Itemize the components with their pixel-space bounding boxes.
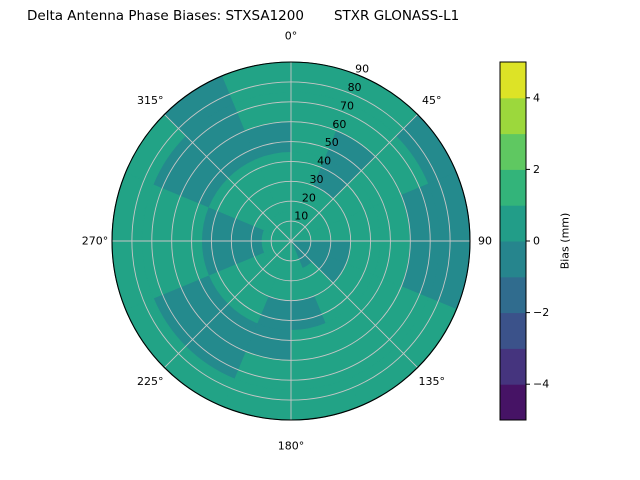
radial-tick-label: 90 xyxy=(355,63,369,76)
radial-tick-label: 70 xyxy=(340,99,354,112)
colorbar-label: Bias (mm) xyxy=(559,213,572,270)
polar-outline xyxy=(111,61,471,421)
colorbar-tick-label: −4 xyxy=(533,378,549,391)
title-right: STXR GLONASS-L1 xyxy=(333,8,460,24)
polar-grid-spoke xyxy=(164,240,292,368)
radial-tick-label: 80 xyxy=(348,81,362,94)
colorbar-band xyxy=(500,276,526,314)
angle-tick-label: 270° xyxy=(82,235,109,248)
angle-tick-label: 135° xyxy=(418,375,445,388)
angle-tick-label: 0° xyxy=(285,30,298,43)
colorbar-band xyxy=(500,241,526,278)
radial-tick-label: 20 xyxy=(302,191,316,204)
title-left: Delta Antenna Phase Biases: STXSA1200 xyxy=(27,8,304,24)
colorbar-band xyxy=(500,384,526,421)
figure-title: Delta Antenna Phase Biases: STXSA1200 ST… xyxy=(27,8,459,24)
colorbar-tick-label: 4 xyxy=(533,91,540,104)
colorbar-tick-label: 2 xyxy=(533,163,540,176)
radial-tick-label: 40 xyxy=(317,155,331,168)
colorbar-band xyxy=(500,169,526,206)
polar-grid-spoke xyxy=(164,114,292,242)
angle-tick-label: 180° xyxy=(278,440,305,453)
colorbar-tick-label: −2 xyxy=(533,306,549,319)
radial-tick-label: 50 xyxy=(325,136,339,149)
polar-grid-spoke xyxy=(290,240,418,368)
radial-tick-label: 60 xyxy=(332,118,346,131)
angle-tick-label: 315° xyxy=(137,94,164,107)
radial-tick-label: 30 xyxy=(310,173,324,186)
colorbar-band xyxy=(500,348,526,385)
angle-tick-label: 90 xyxy=(478,235,492,248)
colorbar-band xyxy=(500,205,526,242)
colorbar-band xyxy=(500,133,526,170)
polar-grid-spoke xyxy=(290,114,418,242)
radial-tick-label: 10 xyxy=(294,210,308,223)
colorbar-band xyxy=(500,312,526,349)
angle-tick-label: 225° xyxy=(137,375,164,388)
colorbar-band xyxy=(500,62,526,99)
angle-tick-label: 45° xyxy=(422,94,442,107)
colorbar-tick-label: 0 xyxy=(533,235,540,248)
colorbar-band xyxy=(500,97,526,135)
